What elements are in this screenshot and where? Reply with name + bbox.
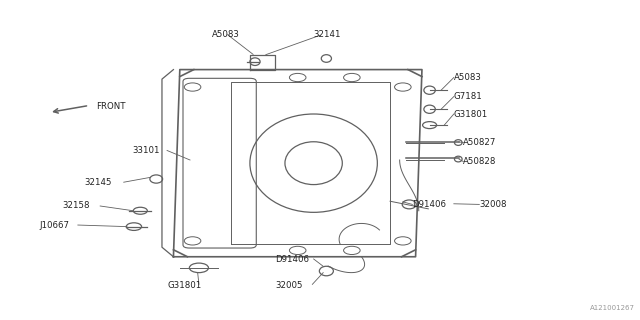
Text: G7181: G7181 bbox=[454, 92, 483, 101]
Text: D91406: D91406 bbox=[412, 200, 446, 209]
Text: G31801: G31801 bbox=[167, 281, 202, 290]
Text: 32158: 32158 bbox=[62, 202, 90, 211]
Text: A5083: A5083 bbox=[212, 30, 239, 39]
Text: 32145: 32145 bbox=[84, 178, 112, 187]
Text: A50828: A50828 bbox=[463, 157, 497, 166]
Text: D91406: D91406 bbox=[275, 255, 309, 264]
Text: A50827: A50827 bbox=[463, 138, 497, 147]
Text: A5083: A5083 bbox=[454, 73, 482, 82]
Text: G31801: G31801 bbox=[454, 109, 488, 118]
Text: J10667: J10667 bbox=[40, 220, 70, 229]
Text: A121001267: A121001267 bbox=[591, 305, 636, 311]
Text: 32008: 32008 bbox=[479, 200, 507, 209]
Text: FRONT: FRONT bbox=[96, 101, 125, 111]
Text: 32141: 32141 bbox=[314, 30, 341, 39]
Text: 32005: 32005 bbox=[275, 281, 303, 290]
Text: 33101: 33101 bbox=[132, 146, 159, 155]
